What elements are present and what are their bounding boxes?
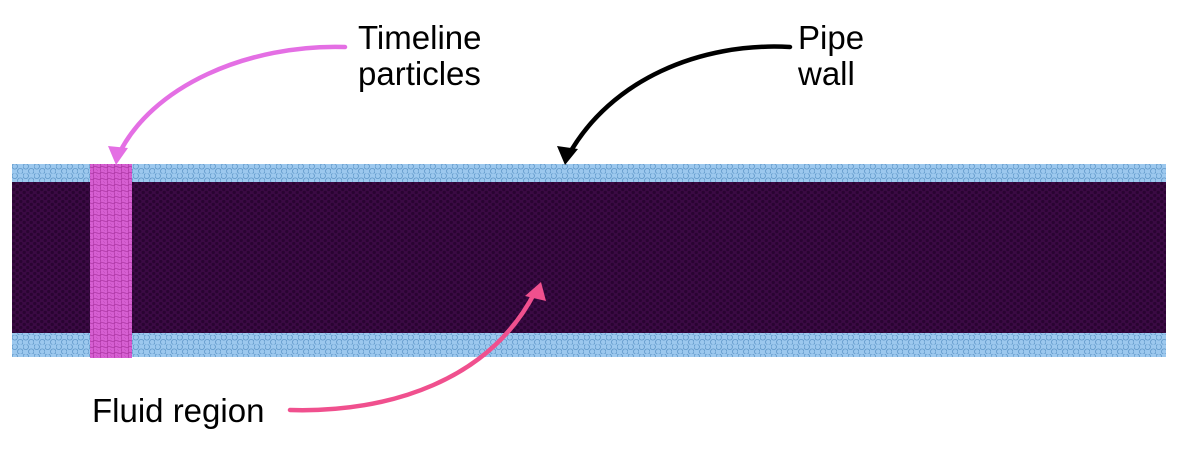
- arrowhead-pipe-wall: [557, 146, 578, 165]
- timeline-label-line-2: particles: [358, 55, 481, 92]
- timeline-label-line-1: Timeline: [358, 19, 482, 56]
- arrow-timeline-particles: [114, 44, 348, 161]
- arrow-fluid-region: [287, 289, 538, 413]
- arrow-pipe-wall: [565, 44, 793, 159]
- wall-label-line-2: wall: [798, 55, 855, 92]
- fluid-region-particles: [12, 182, 1166, 333]
- timeline-particles-dots: [90, 164, 132, 358]
- wall-label-line-1: Pipe: [798, 19, 865, 56]
- arrowhead-timeline-particles: [108, 146, 128, 165]
- pipe-wall-bottom-particles: [12, 332, 1166, 357]
- arrowhead-fluid-region: [525, 282, 546, 301]
- timeline-particles-label: Timeline particles: [358, 20, 481, 92]
- fluid-region-label: Fluid region: [92, 392, 265, 429]
- pipe-wall-top-particles: [12, 164, 1166, 183]
- pipe-wall-label: Pipe wall: [798, 20, 864, 92]
